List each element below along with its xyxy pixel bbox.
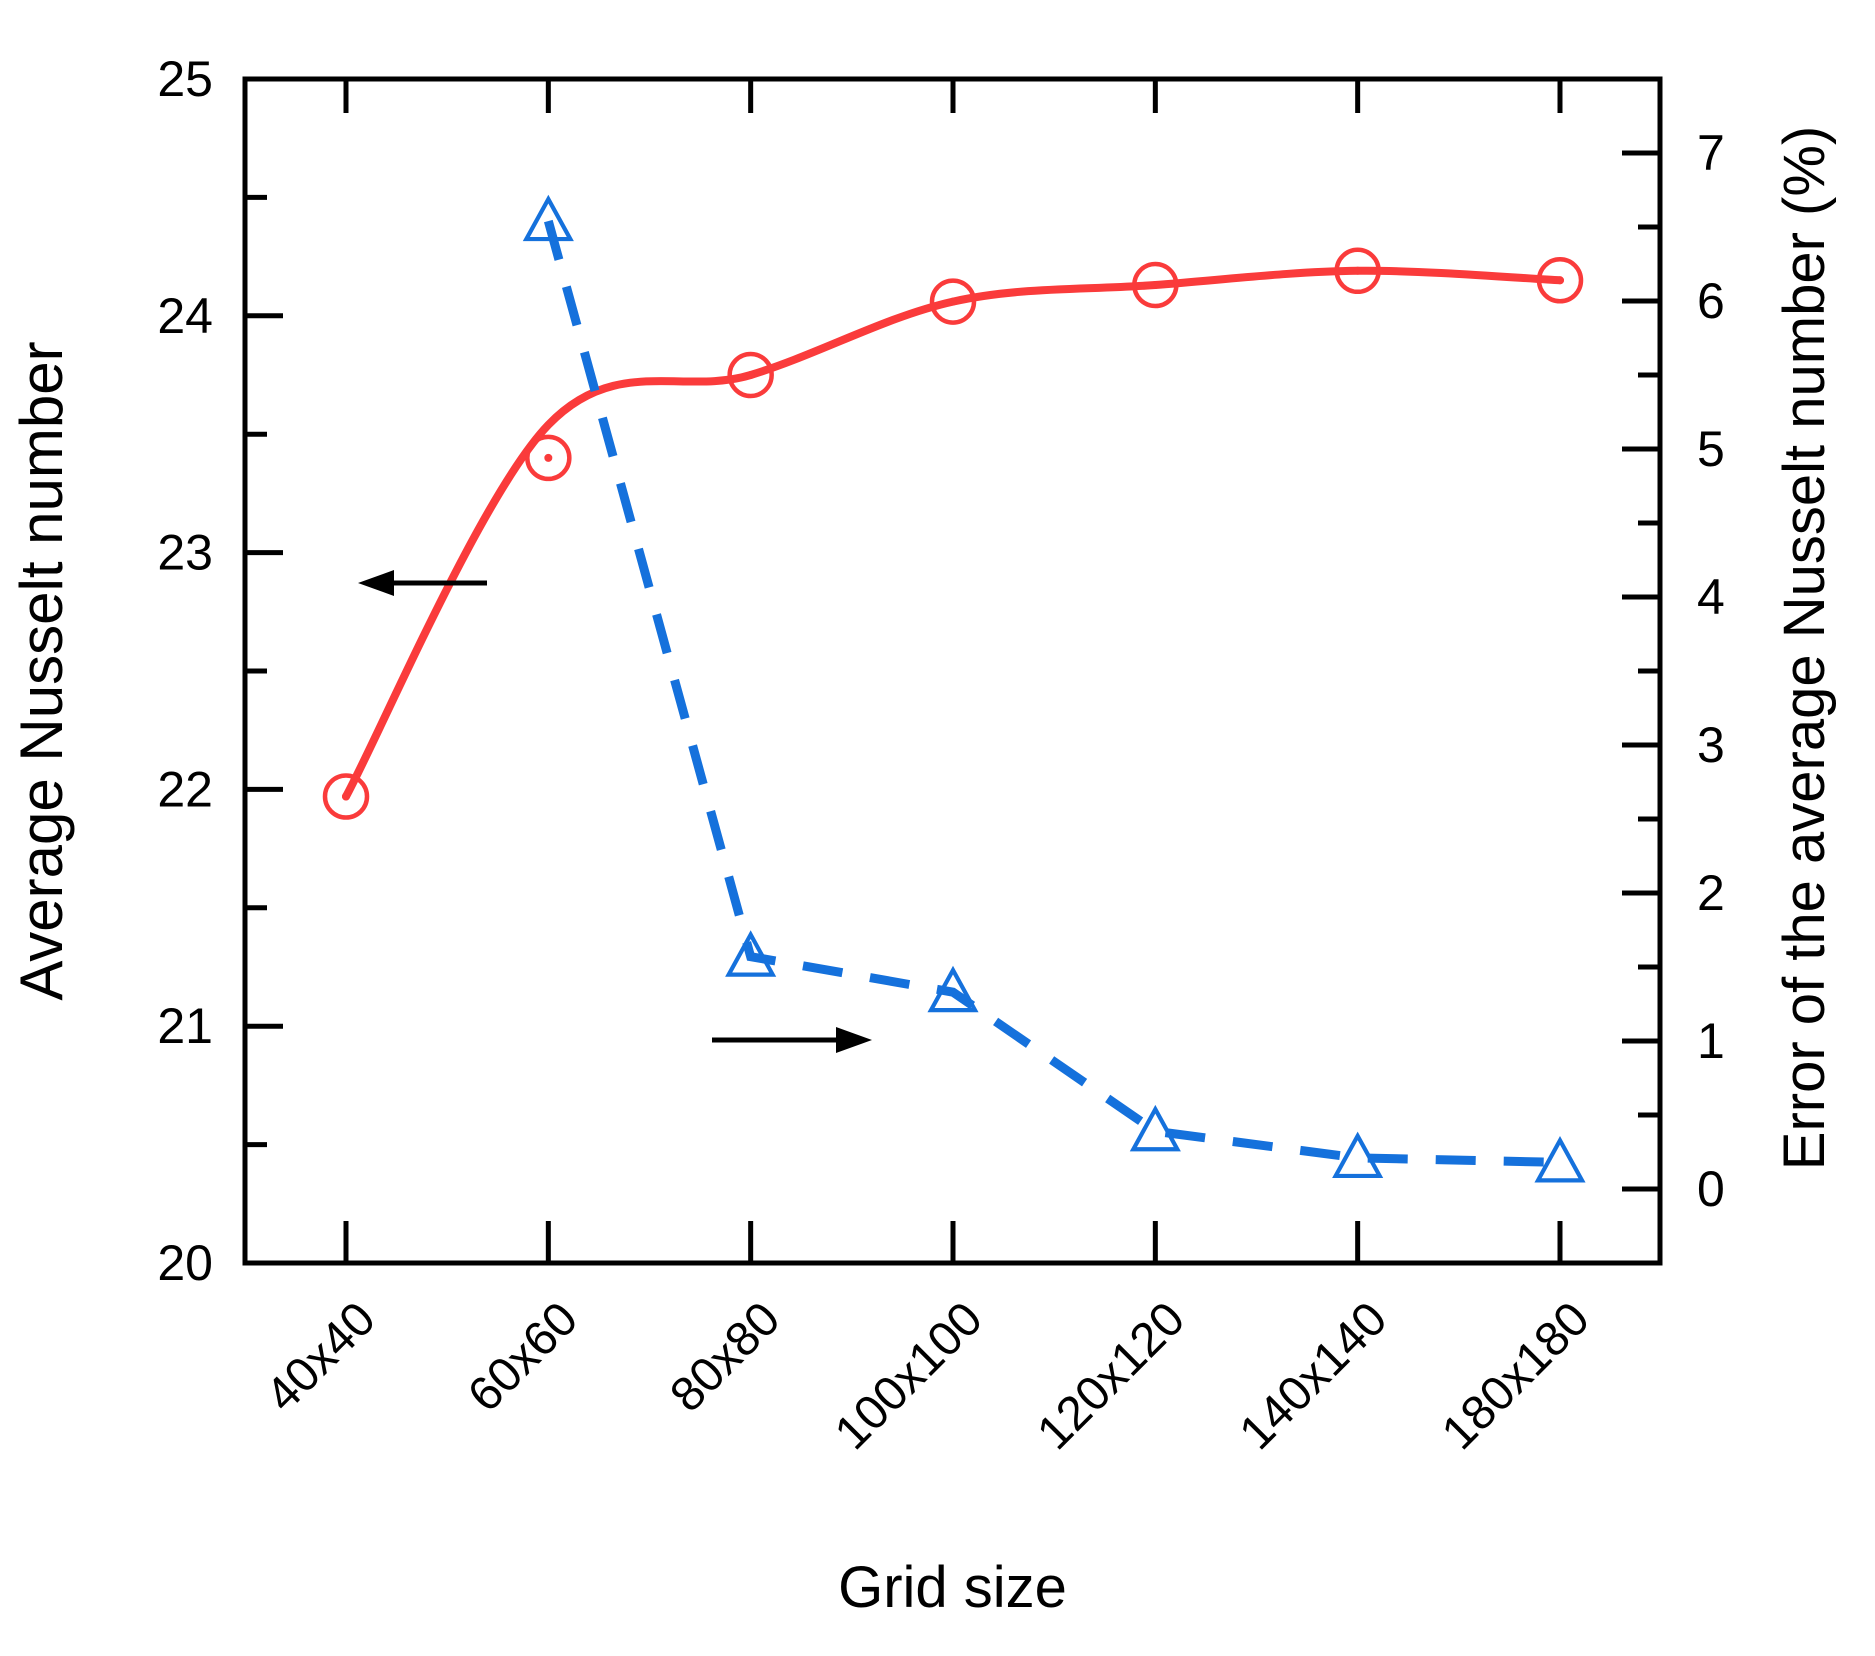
- triangle-marker: [725, 930, 777, 977]
- x-axis-title: Grid size: [838, 1555, 1067, 1620]
- right-tick-label: 4: [1697, 569, 1725, 625]
- left-tick-label: 20: [157, 1235, 213, 1291]
- error-dashed-line: [543, 219, 1561, 1167]
- right-axis-title: Error of the average Nusselt number (%): [1772, 126, 1837, 1170]
- nusselt-line: [342, 266, 1564, 801]
- triangle-marker: [522, 194, 574, 242]
- x-tick-label: 40x40: [256, 1292, 386, 1422]
- right-tick-label: 3: [1697, 717, 1725, 773]
- right-tick-label: 7: [1697, 125, 1725, 181]
- left-tick-label: 22: [157, 761, 213, 817]
- circle-marker: [322, 773, 370, 820]
- circle-marker: [525, 434, 572, 482]
- circle-marker-dot: [1151, 281, 1160, 290]
- left-axis: 20 21 22 23 24 25: [157, 51, 283, 1291]
- right-tick-label: 0: [1697, 1161, 1725, 1217]
- triangle-marker: [1534, 1136, 1586, 1183]
- circle-marker-dot: [1353, 266, 1362, 275]
- series-average-nusselt: [322, 247, 1584, 820]
- left-tick-label: 21: [157, 998, 213, 1054]
- left-tick-label: 24: [157, 288, 213, 344]
- right-axis: 0 1 2 3 4 5 6 7: [1622, 125, 1725, 1217]
- x-tick-label: 80x80: [660, 1292, 790, 1422]
- right-tick-label: 2: [1697, 865, 1725, 921]
- x-tick-label: 180x180: [1432, 1292, 1600, 1460]
- circle-marker: [929, 278, 977, 325]
- circle-marker-dot: [342, 792, 350, 801]
- right-axis-arrow-head: [836, 1027, 872, 1053]
- left-axis-arrow-head: [358, 570, 394, 596]
- circle-marker-dot: [544, 453, 553, 462]
- series-error-percent: [522, 194, 1586, 1183]
- circle-marker-dot: [1556, 276, 1564, 285]
- x-tick-label: 120x120: [1027, 1292, 1195, 1460]
- right-tick-label: 5: [1697, 421, 1725, 477]
- circle-marker: [1132, 261, 1179, 309]
- left-axis-title: Average Nusselt number: [8, 341, 75, 1000]
- circle-marker-dot: [949, 297, 957, 306]
- circle-marker: [1536, 257, 1584, 304]
- x-tick-label: 60x60: [458, 1292, 588, 1422]
- circle-marker: [727, 351, 774, 399]
- circle-marker-dot: [746, 371, 755, 379]
- circle-marker: [1334, 247, 1381, 295]
- left-tick-label: 25: [157, 51, 213, 107]
- right-tick-label: 6: [1697, 273, 1725, 329]
- annotations: [358, 570, 872, 1053]
- triangle-marker: [1332, 1131, 1384, 1179]
- x-tick-label: 100x100: [825, 1292, 993, 1460]
- x-tick-label: 140x140: [1230, 1292, 1398, 1460]
- x-axis: 40x40 60x60 80x80 100x100 120x120 140x140 180x…: [256, 79, 1600, 1460]
- triangle-marker: [927, 965, 979, 1013]
- plot-border: [242, 76, 1663, 1266]
- right-tick-label: 1: [1697, 1013, 1725, 1069]
- left-tick-label: 23: [157, 525, 213, 581]
- triangle-marker: [1129, 1104, 1181, 1152]
